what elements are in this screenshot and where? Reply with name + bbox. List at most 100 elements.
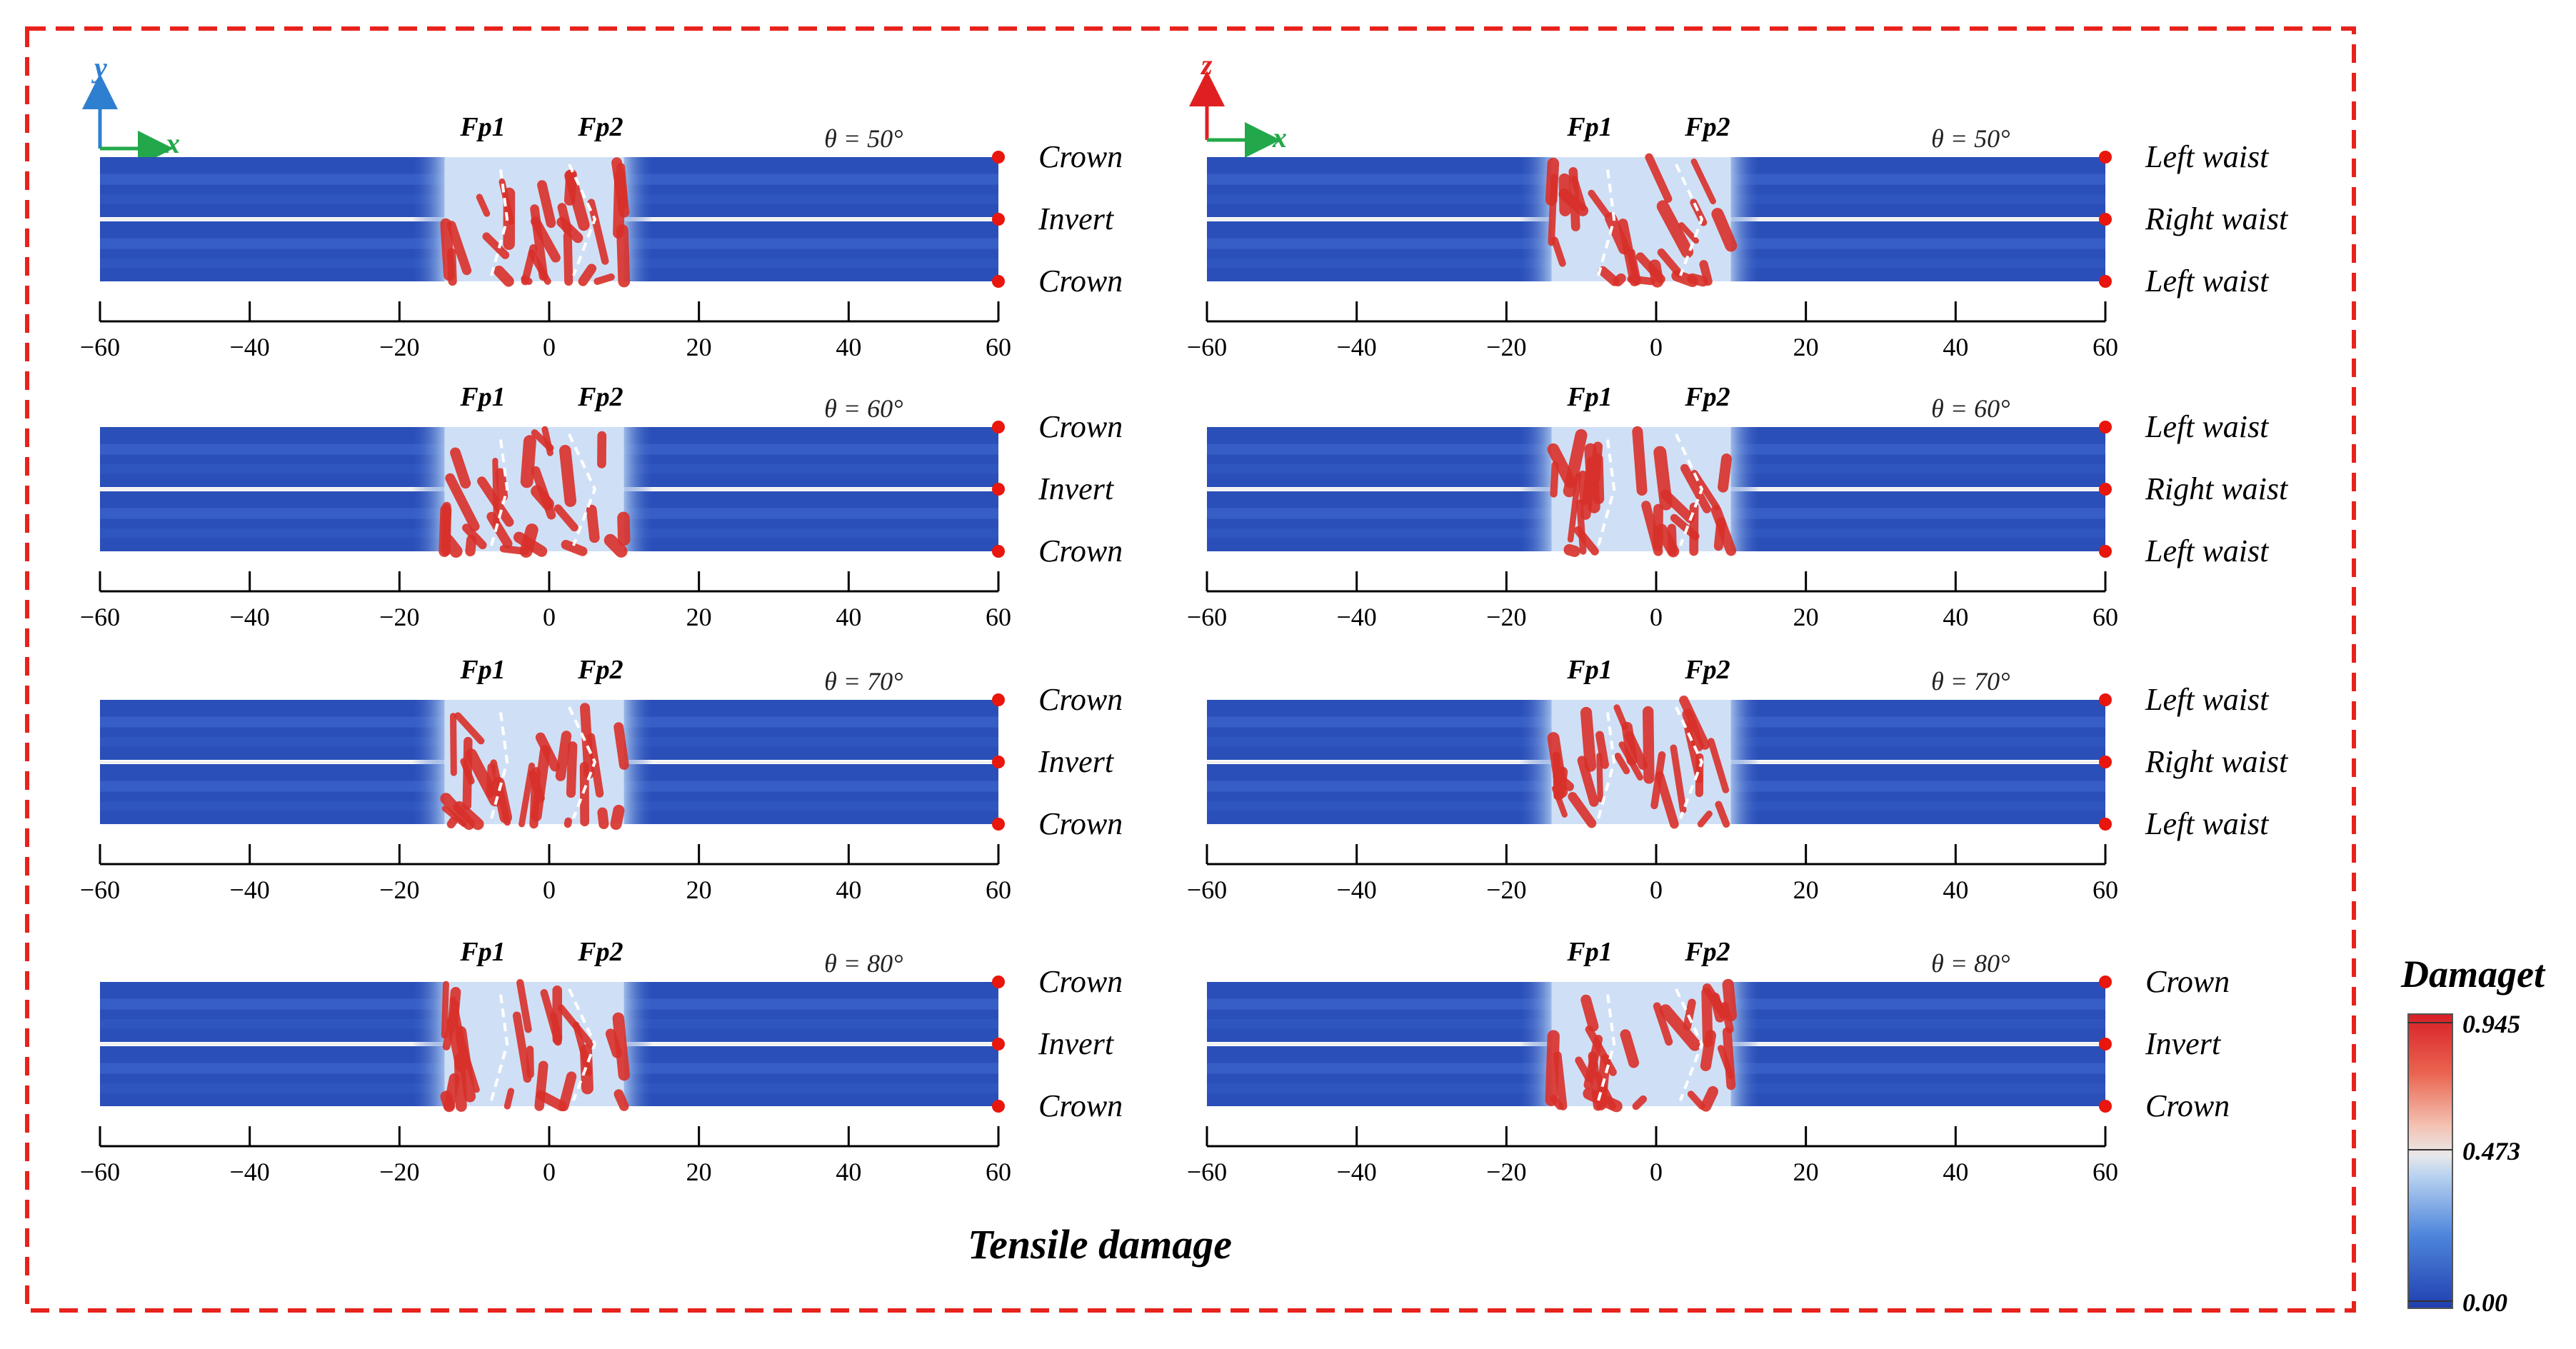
- fracture-trace-fp1: [490, 433, 509, 546]
- x-tick-label: −60: [80, 603, 120, 631]
- damage-streak: [580, 703, 594, 779]
- x-tick-label: −60: [1187, 603, 1227, 631]
- damage-streak: [477, 476, 514, 527]
- edge-marker: [992, 693, 1005, 706]
- damage-streak: [1620, 1029, 1640, 1068]
- edge-marker: [992, 1100, 1005, 1113]
- edge-marker: [2099, 545, 2112, 558]
- x-tick-label: 40: [1943, 876, 1968, 904]
- damage-streak: [1545, 1030, 1560, 1106]
- x-tick-label: −20: [1486, 876, 1526, 904]
- damage-streak: [1680, 463, 1712, 513]
- x-tick-label: 20: [686, 603, 712, 631]
- side-label: Left waist: [2145, 682, 2270, 717]
- damage-streak: [450, 713, 457, 776]
- damage-streak: [1653, 446, 1673, 511]
- damage-streak: [558, 1071, 577, 1112]
- x-tick-label: 40: [1943, 333, 1968, 361]
- damage-halo: [1519, 700, 1552, 824]
- damage-streak: [441, 534, 463, 558]
- x-tick-label: −60: [1187, 333, 1227, 361]
- damage-streak: [537, 180, 556, 229]
- damage-streak: [1613, 273, 1626, 286]
- x-tick-label: 40: [836, 333, 861, 361]
- x-tick-label: 20: [1793, 603, 1819, 631]
- z-axis-letter: z: [1200, 49, 1213, 81]
- axes-indicator-right: z x: [1189, 49, 1287, 158]
- damage-streak: [1655, 523, 1680, 558]
- x-tick-label: −40: [230, 333, 270, 361]
- side-label: Crown: [1038, 806, 1123, 841]
- fracture-trace-fp2: [1675, 164, 1704, 276]
- fp2-label: Fp2: [577, 937, 623, 967]
- damage-streak: [486, 763, 496, 798]
- damage-streak: [454, 712, 485, 745]
- x-tick-label: −20: [379, 1158, 419, 1186]
- panel-right-70: Fp1 Fp2 θ = 70° Left waist Right waist Left w…: [1187, 655, 2289, 904]
- damage-streak: [503, 1088, 515, 1110]
- damage-streak: [534, 1060, 548, 1111]
- side-label: Right waist: [2145, 471, 2289, 506]
- damage-streak: [1645, 153, 1673, 203]
- figure-frame: [25, 26, 2356, 1313]
- x-tick-label: 60: [986, 1158, 1011, 1186]
- damage-streak: [499, 545, 529, 556]
- damage-streak: [587, 199, 609, 265]
- damage-streak: [566, 741, 578, 798]
- damage-streak: [563, 169, 577, 206]
- fp1-label: Fp1: [459, 382, 505, 412]
- edge-marker: [2099, 756, 2112, 768]
- side-label: Invert: [1038, 744, 1115, 779]
- damage-streak: [1577, 756, 1599, 807]
- damage-streak: [1653, 1002, 1673, 1046]
- damage-streak: [446, 1016, 467, 1073]
- edge-marker: [992, 545, 1005, 558]
- damage-streak: [555, 731, 572, 781]
- damage-streak: [446, 816, 458, 828]
- fracture-trace-fp1: [490, 988, 509, 1101]
- x-tick-label: 0: [1650, 1158, 1663, 1186]
- colorbar-gradient: [2407, 1013, 2453, 1309]
- damage-streak: [541, 426, 553, 456]
- damage-streak: [610, 804, 625, 831]
- colorbar-max-label: 0.945: [2462, 1010, 2520, 1038]
- y-axis-letter: y: [91, 51, 107, 84]
- damage-streak: [1718, 453, 1732, 493]
- side-label: Crown: [1038, 964, 1123, 999]
- edge-marker: [2099, 483, 2112, 496]
- colorbar-title: Damaget: [2400, 953, 2546, 996]
- damage-streak: [476, 194, 491, 217]
- panel-right-80: Fp1 Fp2 θ = 80° Crown Invert Crown −60 −40 −20 0 2…: [1187, 937, 2230, 1186]
- panel-left-50: Fp1 Fp2 θ = 50° Crown Invert Crown −60 −40 −20 0 2…: [80, 112, 1123, 361]
- damage-streak: [561, 539, 588, 556]
- axes-indicator-left: y x: [82, 51, 180, 166]
- damage-streak: [495, 468, 508, 502]
- damage-streak: [528, 770, 545, 803]
- x-tick-label: 0: [543, 333, 556, 361]
- damage-streak: [516, 978, 532, 1033]
- edge-marker: [2099, 1100, 2112, 1113]
- damage-streak: [1596, 753, 1603, 803]
- theta-label: θ = 80°: [1931, 949, 2010, 978]
- damage-streak: [1552, 751, 1562, 801]
- damage-streak: [1708, 738, 1730, 793]
- colorbar: Damaget 0.945 0.473 0.00: [2400, 953, 2546, 1317]
- damage-streak: [1670, 744, 1687, 814]
- theta-label: θ = 50°: [1931, 124, 2010, 153]
- damage-streak: [1711, 208, 1738, 252]
- x-axis-letter: x: [165, 127, 180, 159]
- side-label: Crown: [1038, 1088, 1123, 1123]
- damage-halo: [412, 427, 445, 551]
- damage-streak: [1563, 543, 1580, 557]
- edge-marker: [992, 483, 1005, 496]
- damage-halo: [412, 157, 445, 281]
- damage-streak: [518, 762, 535, 828]
- edge-marker: [2099, 213, 2112, 226]
- damage-streak: [1627, 249, 1641, 286]
- damage-streak: [1614, 753, 1630, 775]
- damage-streak: [1700, 1085, 1719, 1112]
- damage-streak: [513, 531, 548, 557]
- damage-streak: [1632, 1095, 1648, 1110]
- damage-streak: [1697, 811, 1713, 828]
- panel-right-60: Fp1 Fp2 θ = 60° Left waist Right waist Left w…: [1187, 382, 2289, 631]
